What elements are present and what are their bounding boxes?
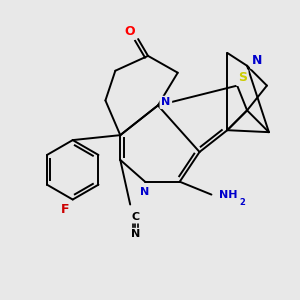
- Text: F: F: [61, 203, 69, 216]
- Text: O: O: [125, 25, 136, 38]
- Text: 2: 2: [239, 198, 245, 207]
- Text: N: N: [140, 187, 150, 196]
- Text: N: N: [252, 54, 262, 67]
- Text: NH: NH: [219, 190, 238, 200]
- Text: S: S: [238, 71, 247, 84]
- Text: C: C: [131, 212, 139, 222]
- Text: N: N: [130, 229, 140, 239]
- Text: N: N: [161, 98, 170, 107]
